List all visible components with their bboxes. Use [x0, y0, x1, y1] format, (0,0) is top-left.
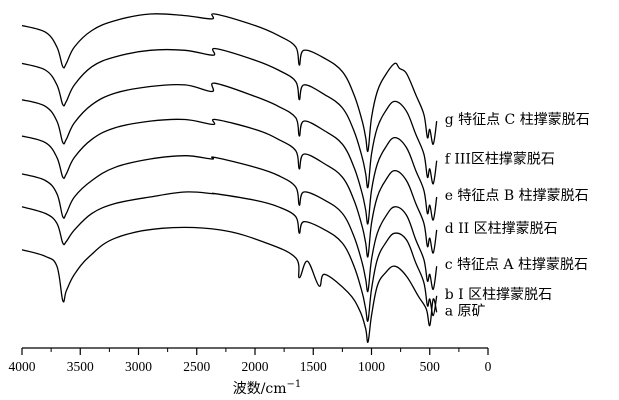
series-label-6: f III区柱撑蒙脱石	[445, 152, 555, 168]
series-line-7	[21, 13, 438, 153]
series-line-6	[21, 47, 438, 189]
x-tick-label-0: 0	[485, 359, 492, 374]
x-tick-label-1500: 1500	[300, 359, 327, 374]
x-tick-label-3000: 3000	[125, 359, 152, 374]
x-tick-label-4000: 4000	[9, 359, 36, 374]
curves-group	[21, 13, 438, 344]
series-label-2: b I 区柱撑蒙脱石	[445, 287, 552, 303]
x-axis-ticks: 4000 3500 3000 2500 2000 1500 1000 500 0	[9, 348, 492, 374]
series-line-5	[21, 82, 438, 225]
series-line-4	[21, 118, 438, 258]
series-line-2	[21, 191, 438, 322]
series-label-3: c 特征点 A 柱撑蒙脱石	[445, 257, 588, 273]
x-tick-label-3500: 3500	[67, 359, 94, 374]
series-line-1	[21, 226, 438, 344]
x-axis-label-superscript: −1	[287, 379, 302, 390]
series-labels-group: a 原矿b I 区柱撑蒙脱石 c 特征点 A 柱撑蒙脱石 d II 区柱撑蒙脱石 e …	[445, 112, 590, 319]
series-line-3	[21, 155, 438, 293]
series-label-7: g 特征点 C 柱撑蒙脱石	[445, 112, 590, 128]
x-axis-label-main: 波数/cm	[233, 381, 287, 397]
series-label-4: d II 区柱撑蒙脱石	[445, 221, 558, 237]
x-tick-label-1000: 1000	[358, 359, 385, 374]
series-label-5: e 特征点 B 柱撑蒙脱石	[445, 188, 589, 204]
series-label-1: a 原矿	[445, 303, 486, 319]
x-tick-label-2500: 2500	[183, 359, 210, 374]
x-axis-label: 波数/cm−1	[233, 379, 302, 397]
x-tick-label-2000: 2000	[242, 359, 269, 374]
x-tick-label-500: 500	[420, 359, 441, 374]
